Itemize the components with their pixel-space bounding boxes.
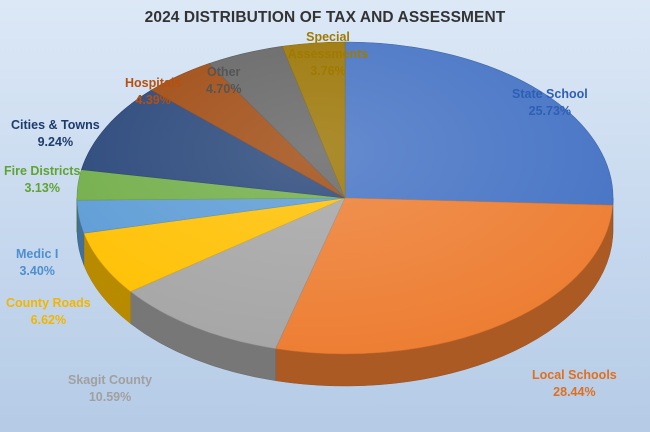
slice-label-cities-towns: Cities & Towns <box>11 118 100 132</box>
label-skagit-county: Skagit County 10.59% <box>68 372 152 406</box>
label-local-schools: Local Schools 28.44% <box>532 367 617 401</box>
label-cities-towns: Cities & Towns 9.24% <box>11 117 100 151</box>
slice-label-state-school: State School <box>512 87 588 101</box>
slice-label-fire-districts: Fire Districts <box>4 164 80 178</box>
slice-value-state-school: 25.73% <box>512 103 588 120</box>
slice-label-other: Other <box>207 65 240 79</box>
slice-value-medic-i: 3.40% <box>16 263 58 280</box>
chart-title: 2024 DISTRIBUTION OF TAX AND ASSESSMENT <box>0 9 650 27</box>
label-special-assessments: Special Assessments 3.76% <box>278 29 378 80</box>
slice-value-skagit-county: 10.59% <box>68 389 152 406</box>
label-medic-i: Medic I 3.40% <box>16 246 58 280</box>
slice-value-fire-districts: 3.13% <box>4 180 80 197</box>
slice-label-skagit-county: Skagit County <box>68 373 152 387</box>
slice-value-special-assessments: 3.76% <box>278 63 378 80</box>
slice-value-other: 4.70% <box>206 81 241 98</box>
slice-value-local-schools: 28.44% <box>532 384 617 401</box>
label-other: Other 4.70% <box>206 64 241 98</box>
pie-chart: 2024 DISTRIBUTION OF TAX AND ASSESSMENT … <box>0 0 650 432</box>
slice-value-county-roads: 6.62% <box>6 312 91 329</box>
slice-value-hospitals: 4.39% <box>125 92 181 109</box>
slice-label-hospitals: Hospitals <box>125 76 181 90</box>
slice-label-special-assessments: Special Assessments <box>288 30 369 61</box>
label-state-school: State School 25.73% <box>512 86 588 120</box>
label-hospitals: Hospitals 4.39% <box>125 75 181 109</box>
label-county-roads: County Roads 6.62% <box>6 295 91 329</box>
slice-label-local-schools: Local Schools <box>532 368 617 382</box>
slice-label-county-roads: County Roads <box>6 296 91 310</box>
label-fire-districts: Fire Districts 3.13% <box>4 163 80 197</box>
slice-value-cities-towns: 9.24% <box>11 134 100 151</box>
slice-label-medic-i: Medic I <box>16 247 58 261</box>
